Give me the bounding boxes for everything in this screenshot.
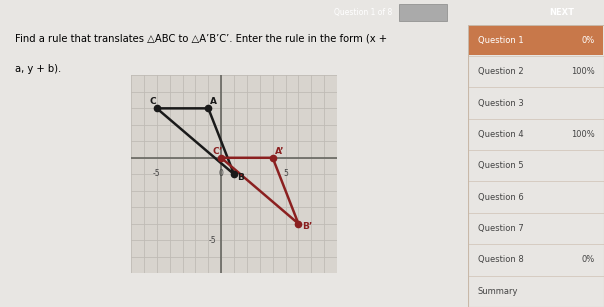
Text: Question 3: Question 3 [478, 99, 523, 107]
Text: Question 4: Question 4 [478, 130, 523, 139]
Text: A: A [210, 97, 217, 106]
Text: a, y + b).: a, y + b). [15, 64, 62, 74]
Text: Question 6: Question 6 [478, 193, 523, 202]
Text: B: B [237, 173, 244, 182]
Text: Find a rule that translates △ABC to △A’B’C’. Enter the rule in the form (x +: Find a rule that translates △ABC to △A’B… [15, 33, 387, 43]
Text: Question 8: Question 8 [478, 255, 523, 264]
Text: A’: A’ [275, 147, 284, 156]
Text: 100%: 100% [571, 130, 594, 139]
Bar [469, 26, 603, 55]
Text: Question 1 of 8: Question 1 of 8 [335, 8, 393, 17]
Text: 0: 0 [219, 169, 223, 178]
Text: Question 1: Question 1 [478, 36, 523, 45]
Text: Question 7: Question 7 [478, 224, 523, 233]
Text: Question 2: Question 2 [478, 67, 523, 76]
Text: B’: B’ [301, 223, 312, 231]
Text: 0%: 0% [581, 36, 594, 45]
Text: 100%: 100% [571, 67, 594, 76]
Text: C: C [150, 97, 156, 106]
Text: Question 5: Question 5 [478, 161, 523, 170]
Text: -5: -5 [153, 169, 161, 178]
Text: C’: C’ [213, 147, 223, 156]
Text: Summary: Summary [478, 287, 518, 296]
Text: 0%: 0% [581, 255, 594, 264]
Bar [399, 4, 447, 21]
Text: NEXT: NEXT [549, 8, 574, 17]
Text: 5: 5 [283, 169, 288, 178]
Text: -5: -5 [208, 236, 216, 245]
